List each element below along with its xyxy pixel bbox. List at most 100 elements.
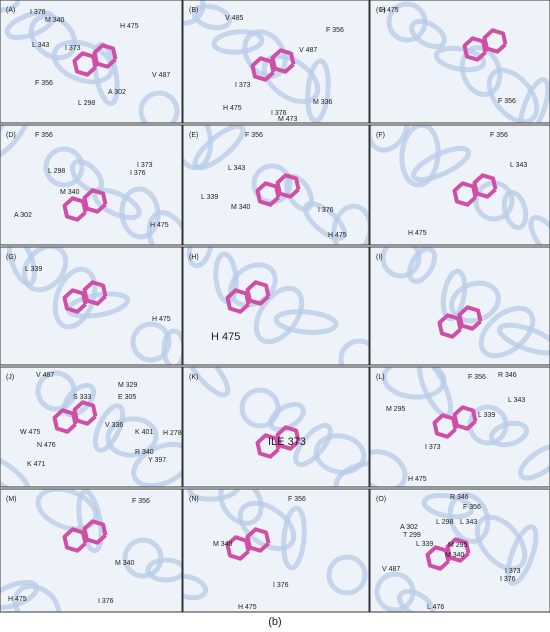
- residue-label: I 373: [425, 444, 441, 451]
- helix: [183, 0, 206, 26]
- panel-border: [0, 124, 183, 246]
- helices: [380, 247, 550, 359]
- panel: (E) F 356 L 343 L 339 M 340 I 376 H 475: [182, 124, 370, 246]
- ligand: [270, 48, 296, 74]
- helix: [35, 489, 99, 532]
- ligand: [82, 188, 108, 214]
- panel-label: (F): [376, 132, 385, 139]
- residue-label: H 475: [408, 230, 427, 237]
- panel-bg: [370, 0, 550, 123]
- panel-bg: [183, 247, 369, 365]
- ligand: [255, 433, 281, 459]
- panel-label: (L): [376, 374, 385, 381]
- ligand: [482, 28, 508, 54]
- helix: [183, 125, 213, 171]
- ligand: [432, 413, 458, 439]
- helix: [370, 449, 408, 487]
- residue-label: L 339: [478, 412, 495, 419]
- residue-label: H 278: [163, 430, 182, 437]
- residue-label: R 346: [450, 494, 469, 501]
- residue-label: L 343: [32, 42, 49, 49]
- panel-border: [182, 0, 370, 124]
- helix: [138, 90, 180, 123]
- helix: [92, 187, 142, 221]
- helix: [381, 367, 447, 400]
- helix: [218, 489, 264, 526]
- residue-label: F 356: [132, 498, 150, 505]
- residue-label: L 343: [508, 397, 525, 404]
- residue-label: L 343: [228, 165, 245, 172]
- ligand: [225, 535, 251, 561]
- residue-label: S 333: [73, 394, 91, 401]
- panel-border: [369, 246, 550, 366]
- panel-bg: [183, 0, 369, 123]
- helix: [183, 367, 231, 398]
- panel-label: (N): [189, 496, 199, 503]
- panel: (N) F 356 M 340 I 376 H 475: [182, 488, 370, 613]
- ligand: [472, 173, 498, 199]
- helix: [76, 489, 104, 554]
- helix: [528, 215, 550, 245]
- helix: [440, 268, 468, 322]
- residue-label: V 485: [225, 15, 243, 22]
- residue-label: Y 397: [148, 457, 166, 464]
- helix: [43, 146, 85, 188]
- residue-label: H 475: [223, 105, 242, 112]
- helix: [239, 387, 281, 429]
- panel-label: (J): [6, 374, 14, 381]
- residue-label: L 298: [436, 519, 453, 526]
- residue-label: F 356: [498, 98, 516, 105]
- helix: [52, 266, 98, 330]
- helix: [370, 125, 410, 153]
- helix: [145, 557, 182, 583]
- residue-label: M 473: [278, 116, 298, 123]
- ligand: [250, 56, 276, 82]
- panel-label: (E): [189, 132, 198, 139]
- residue-label: N 476: [37, 442, 56, 449]
- helix: [253, 285, 305, 345]
- helices: [0, 489, 182, 612]
- panel: (B) V 485 F 356 V 487 I 373 H 475 I 376 M 336 M …: [182, 0, 370, 124]
- residue-label: H 475: [120, 23, 139, 30]
- helices: [0, 125, 182, 245]
- panel-label: (M): [6, 496, 17, 503]
- helix: [333, 461, 369, 487]
- panel: (C)H 475 F 356: [369, 0, 550, 124]
- helix: [7, 247, 37, 287]
- panel-border: [182, 246, 370, 366]
- helix: [186, 247, 214, 269]
- helix: [130, 321, 172, 363]
- residue-label: F 356: [288, 496, 306, 503]
- ligand: [437, 313, 463, 339]
- helix: [397, 589, 435, 612]
- helix: [505, 524, 539, 586]
- ligand: [452, 405, 478, 431]
- residue-label: M 336: [313, 99, 333, 106]
- helix: [409, 19, 447, 49]
- residue-label: F 356: [35, 80, 53, 87]
- helix: [187, 489, 241, 502]
- residue-label: L 339: [416, 541, 433, 548]
- helices: [374, 492, 539, 612]
- residue-label: M 340: [213, 541, 233, 548]
- residue-label: A 302: [400, 524, 418, 531]
- residue-label: H 475: [8, 596, 27, 603]
- helices: [370, 367, 550, 487]
- panel: (J) V 487 M 329 S 333 E 305 W 475 V 336 K 401 H …: [0, 366, 183, 488]
- panel: (G) L 339 H 475: [0, 246, 183, 366]
- residue-label: I 376: [98, 598, 114, 605]
- helix: [0, 580, 40, 610]
- helix: [51, 39, 115, 85]
- helix: [191, 3, 233, 31]
- residue-label: H 475: [380, 7, 399, 14]
- residue-label: M 329: [118, 382, 138, 389]
- residue-label: H 475: [238, 604, 257, 611]
- panel-bg: [0, 0, 182, 123]
- residue-label: R 340: [135, 449, 154, 456]
- residue-label: M 295: [448, 542, 468, 549]
- residue-label: M 340: [231, 204, 251, 211]
- residue-label: L 476: [427, 604, 444, 611]
- ligand: [275, 425, 301, 451]
- residue-label: V 487: [299, 47, 317, 54]
- residue-label: I 373: [65, 45, 81, 52]
